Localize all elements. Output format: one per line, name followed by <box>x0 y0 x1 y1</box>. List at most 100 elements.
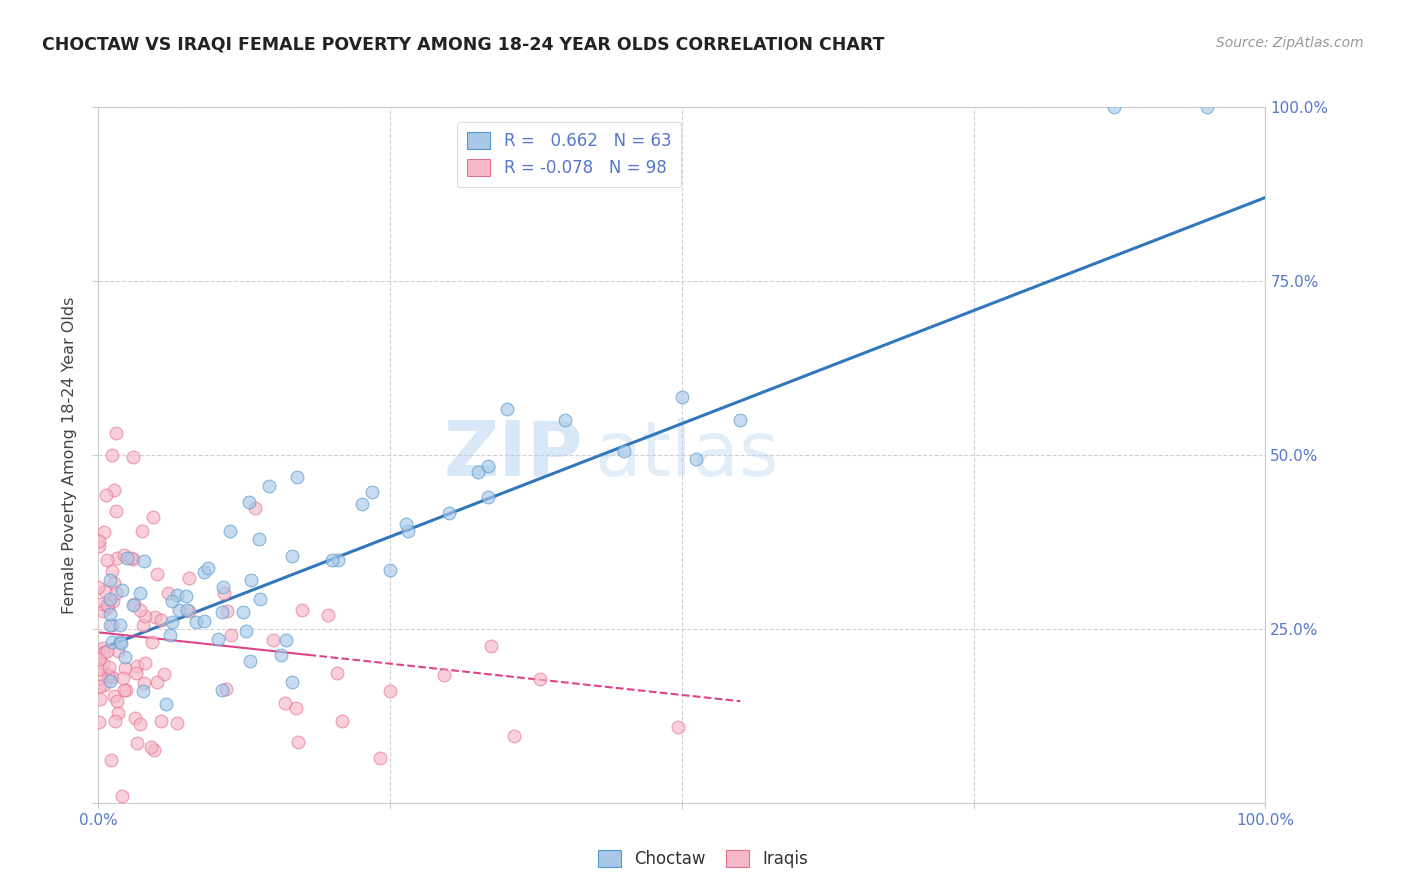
Point <box>529 672 551 686</box>
Point <box>219 628 242 642</box>
Point <box>110 636 132 650</box>
Point <box>193 565 215 579</box>
Point <box>124 711 146 725</box>
Point <box>276 633 298 648</box>
Point <box>477 458 499 473</box>
Point <box>98 592 121 607</box>
Point <box>159 627 181 641</box>
Point <box>111 671 134 685</box>
Point <box>128 717 150 731</box>
Point <box>433 668 456 682</box>
Point <box>100 753 122 767</box>
Point <box>666 720 689 734</box>
Point <box>132 676 155 690</box>
Point <box>157 585 180 599</box>
Point <box>105 550 128 565</box>
Point <box>125 658 148 673</box>
Point <box>132 683 155 698</box>
Point <box>197 561 219 575</box>
Point <box>152 666 174 681</box>
Point <box>211 605 233 619</box>
Point <box>112 548 135 562</box>
Point <box>143 743 166 757</box>
Point <box>328 553 350 567</box>
Point <box>1102 100 1125 114</box>
Point <box>87 662 110 676</box>
Point <box>93 677 115 691</box>
Point <box>211 683 233 698</box>
Point <box>503 729 526 743</box>
Point <box>103 576 125 591</box>
Point <box>101 618 124 632</box>
Point <box>125 666 148 681</box>
Point <box>93 657 115 672</box>
Point <box>111 789 134 803</box>
Point <box>98 669 121 683</box>
Point <box>215 604 238 618</box>
Point <box>150 614 173 628</box>
Point <box>104 425 127 440</box>
Point <box>330 714 353 728</box>
Point <box>467 465 489 479</box>
Point <box>93 525 115 540</box>
Point <box>114 650 136 665</box>
Point <box>96 599 118 613</box>
Point <box>105 503 128 517</box>
Point <box>139 739 162 754</box>
Text: atlas: atlas <box>595 418 779 491</box>
Point <box>155 697 177 711</box>
Point <box>94 488 117 502</box>
Point <box>238 495 260 509</box>
Point <box>87 533 110 548</box>
Point <box>215 681 238 696</box>
Point <box>122 598 145 612</box>
Point <box>105 586 128 600</box>
Point <box>115 683 138 698</box>
Point <box>105 694 128 708</box>
Point <box>125 736 148 750</box>
Point <box>87 651 110 665</box>
Point <box>262 632 284 647</box>
Point <box>142 510 165 524</box>
Point <box>87 714 110 729</box>
Point <box>143 610 166 624</box>
Point <box>249 592 271 607</box>
Point <box>316 608 339 623</box>
Point <box>396 524 419 539</box>
Point <box>243 501 266 516</box>
Point <box>89 652 111 666</box>
Point <box>121 552 143 566</box>
Point <box>87 580 110 594</box>
Point <box>1195 100 1218 114</box>
Point <box>247 532 270 546</box>
Point <box>671 390 693 404</box>
Point <box>274 696 297 710</box>
Point <box>378 684 401 698</box>
Point <box>98 674 121 689</box>
Point <box>146 674 169 689</box>
Text: Source: ZipAtlas.com: Source: ZipAtlas.com <box>1216 36 1364 50</box>
Point <box>103 689 125 703</box>
Point <box>107 644 129 658</box>
Point <box>111 582 134 597</box>
Point <box>122 450 145 464</box>
Point <box>259 479 281 493</box>
Point <box>284 701 307 715</box>
Point <box>321 553 343 567</box>
Point <box>160 594 183 608</box>
Point <box>98 573 121 587</box>
Point <box>114 661 136 675</box>
Legend: R =   0.662   N = 63, R = -0.078   N = 98: R = 0.662 N = 63, R = -0.078 N = 98 <box>457 122 681 187</box>
Point <box>97 599 120 614</box>
Point <box>134 609 156 624</box>
Point <box>496 401 519 416</box>
Point <box>104 714 127 728</box>
Point <box>479 639 502 653</box>
Point <box>212 580 235 594</box>
Point <box>131 618 153 632</box>
Point <box>141 634 163 648</box>
Point <box>108 618 131 632</box>
Point <box>160 615 183 630</box>
Y-axis label: Female Poverty Among 18-24 Year Olds: Female Poverty Among 18-24 Year Olds <box>62 296 77 614</box>
Point <box>110 634 132 648</box>
